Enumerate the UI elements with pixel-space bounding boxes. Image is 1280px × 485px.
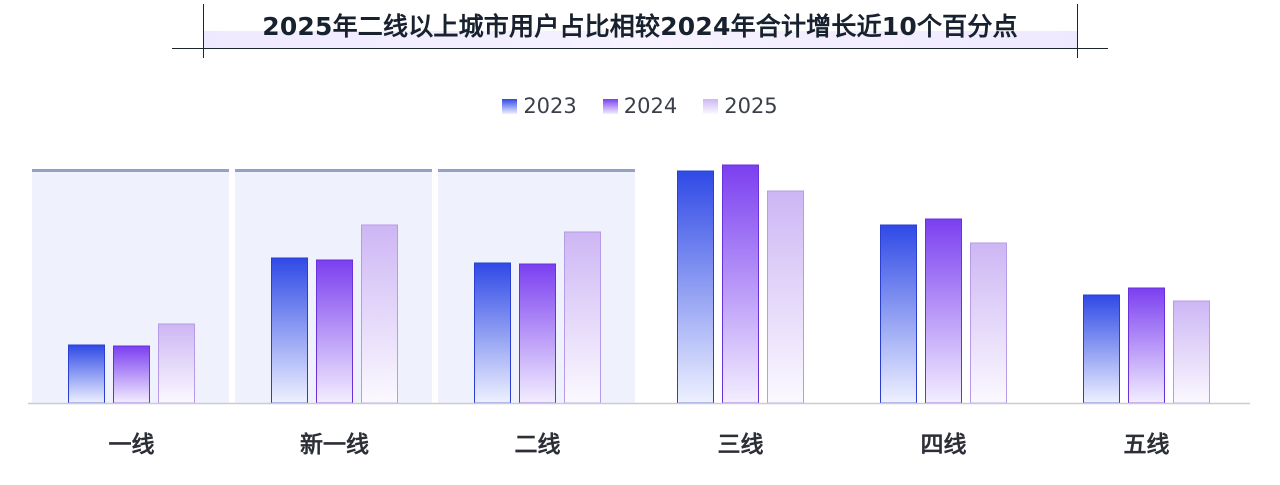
bar-2023-4 — [880, 224, 917, 404]
legend-label-2023: 2023 — [523, 94, 577, 118]
bar-2023-1 — [271, 257, 308, 404]
category-label-2: 二线 — [515, 431, 561, 458]
bar-2023-3 — [677, 170, 714, 404]
highlight-panel-topline-2 — [438, 169, 635, 172]
highlight-panel-topline-1 — [235, 169, 432, 172]
title-bracket-left — [203, 4, 204, 58]
bar-2023-0 — [68, 344, 105, 404]
title-area: 2025年二线以上城市用户占比相较2024年合计增长近10个百分点 — [0, 0, 1280, 60]
bar-2024-0 — [113, 345, 150, 404]
bar-2025-1 — [361, 224, 398, 404]
bar-2024-1 — [316, 259, 353, 404]
category-label-4: 四线 — [921, 431, 967, 458]
bar-2023-2 — [474, 262, 511, 404]
legend-item-2025: 2025 — [703, 94, 778, 118]
bar-2024-4 — [925, 218, 962, 404]
legend: 2023 2024 2025 — [0, 94, 1280, 118]
bar-2025-4 — [970, 242, 1007, 404]
category-label-1: 新一线 — [300, 431, 369, 458]
title-highlight-band — [204, 31, 1077, 48]
category-label-0: 一线 — [109, 431, 155, 458]
bar-2025-5 — [1173, 300, 1210, 404]
title-underline — [172, 48, 1108, 49]
bar-2024-2 — [519, 263, 556, 404]
legend-label-2024: 2024 — [623, 94, 678, 118]
bar-2023-5 — [1083, 294, 1120, 404]
category-label-5: 五线 — [1124, 431, 1170, 458]
legend-item-2023: 2023 — [502, 94, 577, 118]
legend-swatch-2023 — [502, 98, 518, 114]
chart-title: 2025年二线以上城市用户占比相较2024年合计增长近10个百分点 — [262, 12, 1018, 41]
highlight-panel-topline-0 — [32, 169, 229, 172]
bar-2025-3 — [767, 190, 804, 404]
bar-2024-3 — [722, 164, 759, 404]
legend-item-2024: 2024 — [602, 94, 678, 118]
bar-2024-5 — [1128, 287, 1165, 404]
bar-2025-2 — [564, 231, 601, 404]
legend-label-2025: 2025 — [724, 94, 778, 118]
title-bracket-right — [1077, 4, 1078, 58]
legend-swatch-2024 — [602, 98, 618, 114]
category-label-3: 三线 — [718, 431, 764, 458]
legend-swatch-2025 — [703, 98, 719, 114]
bar-2025-0 — [158, 323, 195, 404]
